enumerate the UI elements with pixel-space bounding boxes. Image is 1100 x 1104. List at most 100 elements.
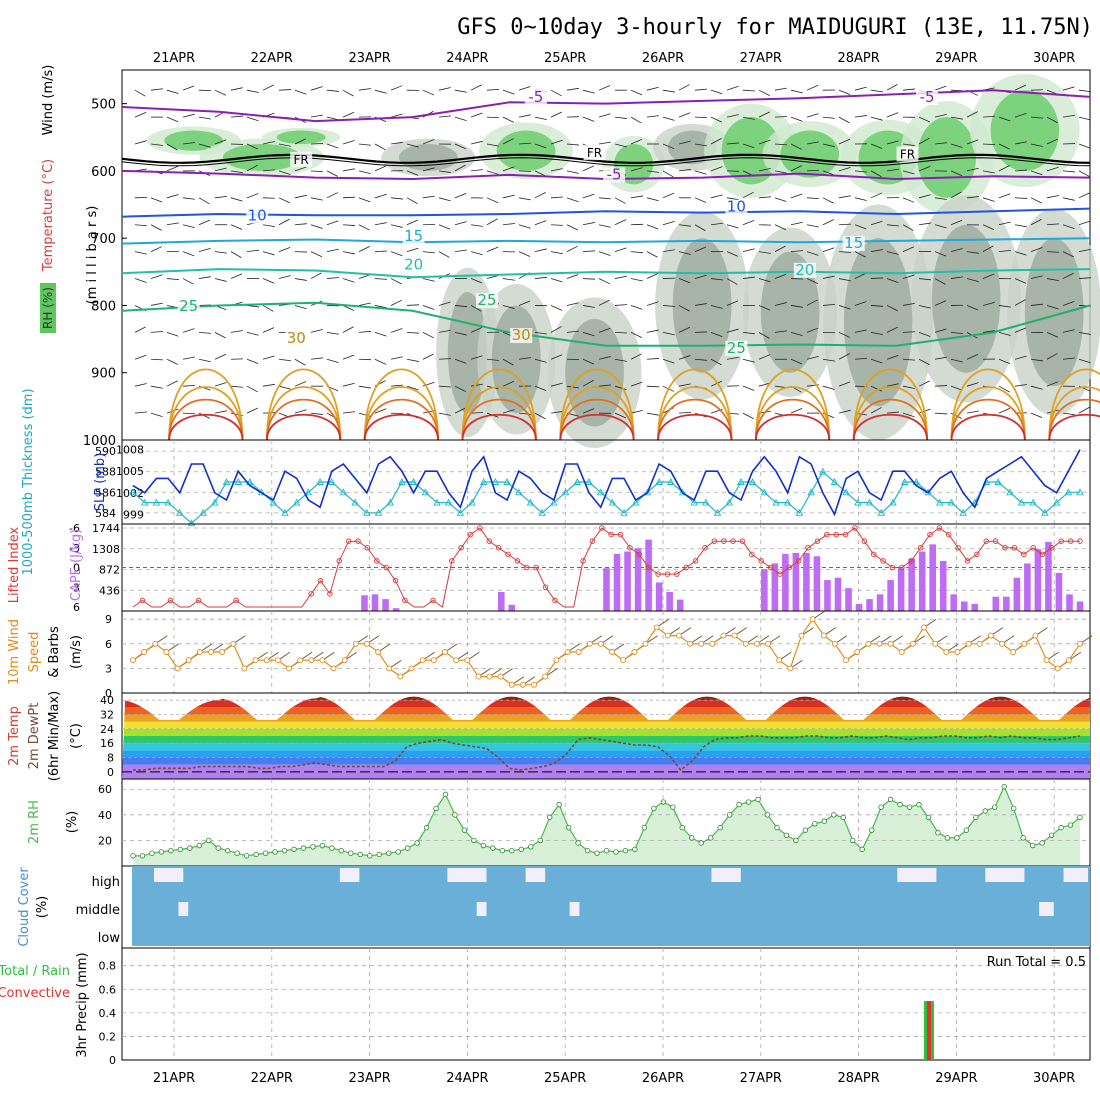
wind-speed-point [142, 650, 147, 655]
wind-speed-point [554, 658, 559, 663]
precip-convective-bar [927, 1001, 931, 1060]
cape-bar [803, 553, 810, 611]
rh-point [614, 850, 619, 855]
temperature-band [122, 722, 1090, 729]
rh-point [974, 815, 979, 820]
wind-speed-point [409, 666, 414, 671]
temp-tick: 24 [100, 723, 114, 736]
cape-bar [372, 594, 379, 611]
bottom-day-label: 25APR [544, 1071, 586, 1086]
cape-bar [929, 544, 936, 611]
rh-point [481, 843, 486, 848]
wind-speed-point [286, 666, 291, 671]
wind-speed-point [153, 641, 158, 646]
rh-point [992, 805, 997, 810]
rh-point [983, 809, 988, 814]
rh-point [206, 838, 211, 843]
wind-speed-point [576, 650, 581, 655]
wind-speed-point [242, 666, 247, 671]
cape-bar [824, 580, 831, 611]
rh-point [945, 836, 950, 841]
rh-shade-core [497, 131, 556, 171]
wind-speed-point [966, 641, 971, 646]
bottom-day-label: 30APR [1033, 1071, 1075, 1086]
wind-speed-point [1078, 641, 1083, 646]
precip-tick: 0.8 [99, 960, 117, 973]
cape-bar [845, 588, 852, 611]
cape-bar [1024, 563, 1031, 611]
rh-point [955, 836, 960, 841]
rh-point [330, 846, 335, 851]
rh-point [311, 845, 316, 850]
rh-tick: 60 [98, 783, 112, 796]
rh-point [292, 847, 297, 852]
cloud-gap [447, 868, 486, 882]
cloud-gap [1064, 868, 1088, 882]
cape-bar [509, 605, 516, 611]
precip-tick: 0.6 [99, 983, 117, 996]
cloud-axis-label: Cloud Cover [17, 867, 32, 947]
cape-bar [1066, 594, 1073, 611]
cape-bar [887, 580, 894, 611]
rh-point [1049, 833, 1054, 838]
chart-title: GFS 0~10day 3-hourly for MAIDUGURI (13E,… [457, 15, 1093, 40]
contour-label: 20 [404, 255, 423, 273]
wind-speed-point [855, 650, 860, 655]
cape-bar [993, 597, 1000, 611]
wind-axis-label-4: (m/s) [69, 635, 84, 669]
wind-speed-point [688, 641, 693, 646]
temp-axis-label-2: 2m DewPt [27, 703, 42, 770]
wind-speed-point [922, 625, 927, 630]
wind-speed-point [955, 650, 960, 655]
temp-axis-label-4: (°C) [69, 723, 84, 749]
temp-tick: 8 [107, 752, 114, 765]
cloud-layer-label: high [92, 875, 120, 890]
rh-point [850, 838, 855, 843]
rh-point [784, 833, 789, 838]
cape-tick: 872 [99, 564, 120, 577]
rh-point [538, 838, 543, 843]
rh-point [557, 802, 562, 807]
wind-speed-point [487, 674, 492, 679]
wind-speed-point [253, 658, 258, 663]
cape-bar [361, 595, 368, 611]
wind-speed-point [844, 658, 849, 663]
contour-label: 30 [287, 329, 306, 347]
rh-point [936, 830, 941, 835]
contour-label: -5 [920, 88, 935, 106]
rh-point [140, 853, 145, 858]
bottom-day-label: 24APR [446, 1071, 488, 1086]
rh-point [661, 800, 666, 805]
contour-label: FR [294, 153, 309, 167]
contour-label: FR [900, 147, 915, 161]
wind-speed-point [131, 658, 136, 663]
wind-speed-point [632, 650, 637, 655]
cape-tick: 1744 [92, 522, 120, 535]
wind-speed-point [710, 641, 715, 646]
rh-point [225, 848, 230, 853]
rh-point [150, 851, 155, 856]
cape-bar [835, 578, 842, 611]
cape-bar [1035, 549, 1042, 611]
bottom-day-label: 22APR [251, 1071, 293, 1086]
wind-speed-point [643, 641, 648, 646]
wind-axis-label-1: 10m Wind [7, 619, 22, 685]
cloud-gap [1039, 902, 1054, 916]
bottom-day-label: 26APR [642, 1071, 684, 1086]
wind-speed-point [532, 682, 537, 687]
wind-speed-point [509, 682, 514, 687]
rh-shade-core [932, 225, 1000, 373]
wind-speed-point [298, 658, 303, 663]
rh-point [235, 851, 240, 856]
wind-speed-point [621, 658, 626, 663]
rh-point [604, 848, 609, 853]
rh-point [794, 838, 799, 843]
rh-point [879, 805, 884, 810]
contour-label: 10 [248, 206, 267, 224]
cape-bar [382, 599, 389, 611]
rh-point [775, 825, 780, 830]
cape-bar [950, 594, 957, 611]
slp-tick: 1008 [116, 444, 144, 457]
